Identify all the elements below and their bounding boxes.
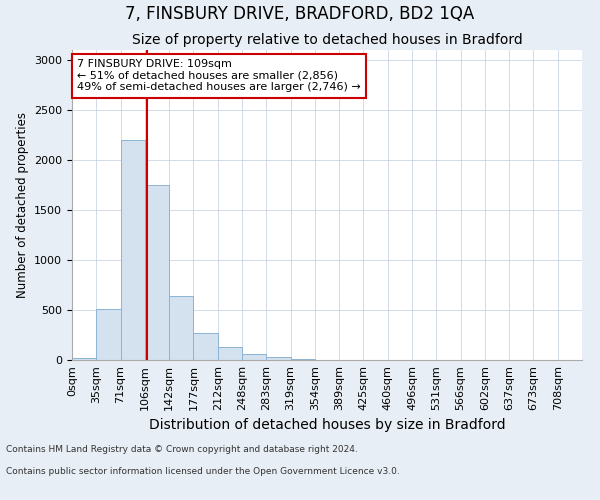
Text: 7, FINSBURY DRIVE, BRADFORD, BD2 1QA: 7, FINSBURY DRIVE, BRADFORD, BD2 1QA	[125, 5, 475, 23]
Y-axis label: Number of detached properties: Number of detached properties	[16, 112, 29, 298]
Bar	[242, 354, 266, 360]
Bar	[121, 140, 145, 360]
Text: Contains HM Land Registry data © Crown copyright and database right 2024.: Contains HM Land Registry data © Crown c…	[6, 445, 358, 454]
Title: Size of property relative to detached houses in Bradford: Size of property relative to detached ho…	[131, 34, 523, 48]
Bar	[72, 358, 96, 360]
Bar	[145, 185, 169, 360]
Bar	[218, 347, 242, 360]
X-axis label: Distribution of detached houses by size in Bradford: Distribution of detached houses by size …	[149, 418, 505, 432]
Bar	[169, 296, 193, 360]
Text: Contains public sector information licensed under the Open Government Licence v3: Contains public sector information licen…	[6, 468, 400, 476]
Bar	[193, 333, 218, 360]
Bar	[266, 357, 290, 360]
Bar	[96, 308, 121, 360]
Bar	[290, 359, 315, 360]
Text: 7 FINSBURY DRIVE: 109sqm
← 51% of detached houses are smaller (2,856)
49% of sem: 7 FINSBURY DRIVE: 109sqm ← 51% of detach…	[77, 60, 361, 92]
